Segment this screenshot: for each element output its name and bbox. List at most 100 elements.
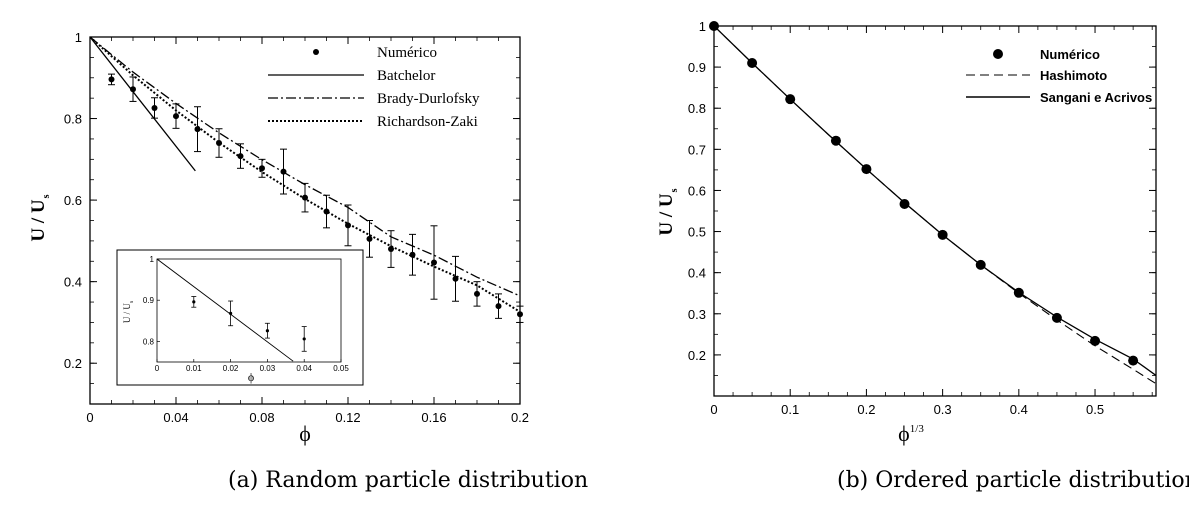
chart-a-inset-series <box>157 259 307 362</box>
chart-a-y-axis-label-main: U / U <box>28 199 49 242</box>
chart-b-legend: Numérico Hashimoto Sangani e Acrivos <box>966 47 1152 105</box>
chart-a-inset-y-label-sub: s <box>129 300 135 303</box>
chart-a-inset-frame <box>156 258 342 363</box>
x-tick-label: 0.12 <box>335 410 360 425</box>
chart-a-y-axis-label-sub: s <box>41 194 52 198</box>
y-tick-label: 1 <box>699 19 706 34</box>
inset-x-tick-label: 0 <box>155 364 160 373</box>
inset-data-point <box>302 337 306 341</box>
y-tick-label: 0.5 <box>688 225 706 240</box>
chart-a-legend-label-brady: Brady-Durlofsky <box>377 91 480 107</box>
data-point-num-rico <box>366 235 373 242</box>
x-tick-label: 0.5 <box>1086 402 1104 417</box>
data-point-num-rico <box>409 251 416 258</box>
chart-a-points <box>108 73 524 323</box>
chart-a-y-axis-label: U / Us <box>28 194 52 241</box>
x-tick-label: 0.2 <box>857 402 875 417</box>
chart-a-inset: 0 0.01 0.02 0.03 0.04 0.05 0.8 0.9 1 ϕ U / Us <box>116 249 364 386</box>
chart-a-inset-ticks: 0 0.01 0.02 0.03 0.04 0.05 0.8 0.9 1 <box>143 255 349 373</box>
inset-series-line-batchelor <box>157 259 294 362</box>
data-point-num-rico <box>747 58 758 68</box>
chart-a-legend-marker-numerico <box>313 49 319 55</box>
chart-b-legend-label-numerico: Numérico <box>1040 47 1100 62</box>
chart-b-x-axis-label: ϕ1/3 <box>898 421 924 446</box>
data-point-num-rico <box>474 290 480 297</box>
y-tick-label: 0.6 <box>64 193 82 208</box>
inset-x-tick-label: 0.03 <box>260 364 276 373</box>
data-point-num-rico <box>216 140 222 147</box>
chart-a: 0 0.04 0.08 0.12 0.16 0.2 0.2 0.4 0.6 0.8 1 ϕ U / … <box>28 30 529 446</box>
svg-text:U / Us: U / Us <box>656 188 680 235</box>
data-point-num-rico <box>861 164 872 175</box>
chart-a-inset-box <box>116 249 364 386</box>
data-point-num-rico <box>194 126 201 133</box>
data-point-num-rico <box>709 21 719 31</box>
svg-text:U / Us: U / Us <box>28 194 52 241</box>
x-tick-label: 0.1 <box>781 402 799 417</box>
data-point-num-rico <box>173 113 179 120</box>
chart-b: 0 0.1 0.2 0.3 0.4 0.5 0.2 0.3 0.4 0.5 0.6 0.7 0.8 0.9… <box>656 19 1157 446</box>
y-tick-label: 0.8 <box>688 101 706 116</box>
x-tick-label: 0.08 <box>249 410 274 425</box>
inset-x-tick-label: 0.05 <box>333 364 349 373</box>
series-line-batchelor <box>90 37 196 172</box>
svg-text:U / Us: U / Us <box>122 300 135 323</box>
data-point-num-rico <box>388 246 394 253</box>
data-point-num-rico <box>785 94 796 105</box>
x-tick-label: 0.04 <box>163 410 188 425</box>
caption-b: (b) Ordered particle distribution <box>837 468 1189 493</box>
inset-y-tick-label: 1 <box>150 255 155 264</box>
chart-a-x-axis-label: ϕ <box>299 421 311 446</box>
chart-b-y-axis-label-main: U / U <box>656 193 677 236</box>
x-tick-label: 0 <box>86 410 93 425</box>
y-tick-label: 0.4 <box>64 275 82 290</box>
y-tick-label: 0.4 <box>688 266 706 281</box>
data-point-num-rico <box>259 165 265 172</box>
x-tick-label: 0.3 <box>934 402 952 417</box>
y-tick-label: 0.7 <box>688 142 706 157</box>
inset-data-point <box>265 329 269 333</box>
y-tick-label: 0.2 <box>64 356 82 371</box>
chart-a-legend-label-numerico: Numérico <box>377 45 437 61</box>
data-point-num-rico <box>1090 335 1101 346</box>
inset-y-tick-label: 0.9 <box>143 296 155 305</box>
data-point-num-rico <box>452 275 459 282</box>
chart-b-y-axis-label-sub: s <box>669 188 680 192</box>
x-tick-label: 0.16 <box>421 410 446 425</box>
y-tick-label: 0.2 <box>688 348 706 363</box>
data-point-num-rico <box>108 76 115 83</box>
data-point-num-rico <box>1013 287 1024 298</box>
data-point-num-rico <box>345 222 351 229</box>
data-point-num-rico <box>151 104 158 111</box>
chart-b-legend-label-hashimoto: Hashimoto <box>1040 68 1107 83</box>
data-point-num-rico <box>830 135 841 146</box>
inset-x-tick-label: 0.04 <box>296 364 312 373</box>
data-point-num-rico <box>431 259 437 266</box>
x-tick-label: 0 <box>710 402 717 417</box>
chart-b-y-axis-label: U / Us <box>656 188 680 235</box>
chart-a-legend-label-batchelor: Batchelor <box>377 68 435 84</box>
y-tick-label: 0.8 <box>64 112 82 127</box>
inset-data-point <box>192 300 196 304</box>
data-point-num-rico <box>495 303 502 310</box>
data-point-num-rico <box>899 199 910 210</box>
chart-a-inset-y-axis-label: U / Us <box>122 300 135 323</box>
data-point-num-rico <box>517 311 523 318</box>
chart-a-inset-x-axis-label: ϕ <box>248 370 254 384</box>
data-point-num-rico <box>237 153 244 160</box>
data-point-num-rico <box>130 86 136 93</box>
caption-a: (a) Random particle distribution <box>228 468 588 493</box>
chart-a-legend: Numérico Batchelor Brady-Durlofsky Richa… <box>268 45 480 130</box>
inset-x-tick-label: 0.02 <box>223 364 239 373</box>
chart-b-points <box>709 21 1139 366</box>
chart-a-legend-label-richardson: Richardson-Zaki <box>377 114 478 130</box>
data-point-num-rico <box>1128 355 1139 366</box>
data-point-num-rico <box>302 194 308 201</box>
data-point-num-rico <box>280 168 287 175</box>
chart-b-legend-marker-numerico <box>993 49 1003 59</box>
chart-b-ticks: 0 0.1 0.2 0.3 0.4 0.5 0.2 0.3 0.4 0.5 0.6 0.7 0.8 0.9… <box>688 19 1156 417</box>
x-tick-label: 0.2 <box>511 410 529 425</box>
y-tick-label: 0.3 <box>688 307 706 322</box>
chart-b-x-axis-label-sup: 1/3 <box>910 423 925 435</box>
